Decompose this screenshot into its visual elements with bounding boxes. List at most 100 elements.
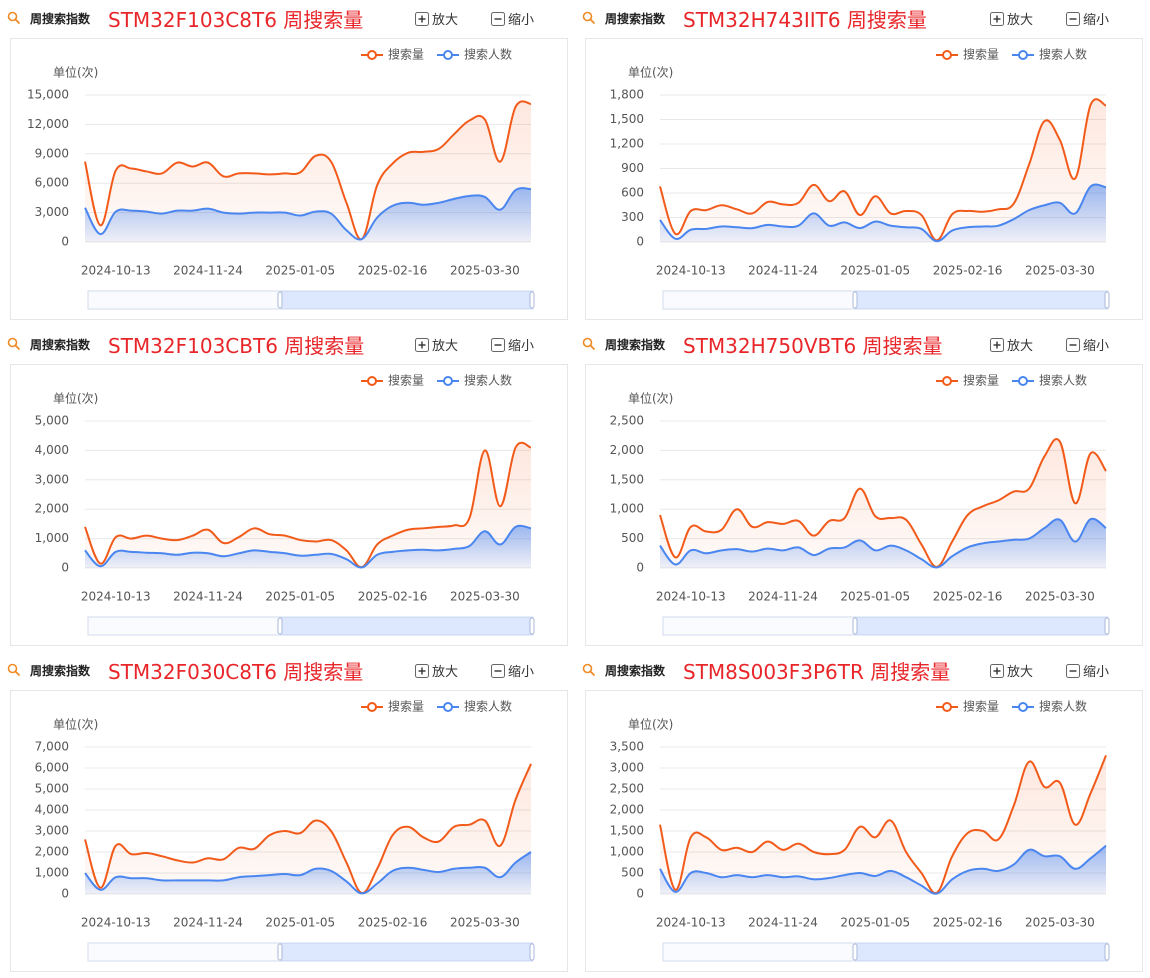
y-tick-label: 7,000: [35, 740, 69, 754]
legend-marker[interactable]: [367, 376, 377, 386]
legend-marker[interactable]: [942, 50, 952, 60]
line: [659, 755, 1107, 895]
zoom-button[interactable]: 缩小: [1066, 9, 1109, 28]
legend-label[interactable]: 搜索人数: [1039, 373, 1087, 388]
zoom-button[interactable]: 放大: [990, 661, 1033, 680]
area: [660, 845, 1106, 894]
y-tick-label: 3,000: [35, 472, 69, 486]
x-tick-label: 2024-10-13: [81, 590, 151, 604]
legend-marker[interactable]: [1018, 50, 1028, 60]
zoom-icon[interactable]: [990, 337, 1004, 352]
zoom-label[interactable]: 缩小: [1083, 665, 1110, 680]
search-icon: [582, 11, 596, 25]
y-tick-label: 3,500: [610, 740, 644, 754]
zoom-handle[interactable]: [852, 617, 858, 635]
zoom-button[interactable]: 放大: [415, 9, 458, 28]
icon-ring: [7, 663, 18, 674]
zoom-button[interactable]: 缩小: [491, 335, 534, 354]
x-tick-label: 2024-11-24: [748, 916, 818, 930]
area: [660, 184, 1106, 242]
zoom-icon[interactable]: [990, 663, 1004, 678]
x-tick-label: 2024-10-13: [656, 590, 726, 604]
zoom-label[interactable]: 放大: [1007, 665, 1034, 680]
zoom-label[interactable]: 放大: [432, 665, 459, 680]
zoom-button[interactable]: 缩小: [491, 661, 534, 680]
legend-marker[interactable]: [367, 50, 377, 60]
legend-marker[interactable]: [443, 376, 453, 386]
zoom-handle[interactable]: [529, 617, 535, 635]
zoom-button[interactable]: 缩小: [1066, 661, 1109, 680]
legend-marker[interactable]: [443, 50, 453, 60]
zoom-icon[interactable]: [1066, 663, 1080, 678]
zoom-handle[interactable]: [277, 291, 283, 309]
legend-label[interactable]: 搜索量: [388, 47, 424, 62]
zoom-icon[interactable]: [1066, 11, 1080, 26]
legend-label[interactable]: 搜索人数: [1039, 47, 1087, 62]
search-icon: [7, 663, 21, 677]
panel-header: 周搜索指数: [605, 338, 666, 352]
legend-marker[interactable]: [367, 702, 377, 712]
icon-ring: [7, 337, 18, 348]
zoom-label[interactable]: 缩小: [1083, 13, 1110, 28]
legend-label[interactable]: 搜索人数: [464, 373, 512, 388]
zoom-button[interactable]: 放大: [415, 335, 458, 354]
zoom-window[interactable]: [280, 943, 533, 961]
zoom-icon[interactable]: [1066, 337, 1080, 352]
legend-label[interactable]: 搜索量: [388, 373, 424, 388]
x-tick-label: 2025-03-30: [450, 916, 520, 930]
line: [84, 763, 532, 894]
legend-label[interactable]: 搜索量: [388, 699, 424, 714]
zoom-handle[interactable]: [529, 291, 535, 309]
legend-label[interactable]: 搜索量: [963, 373, 999, 388]
zoom-handle[interactable]: [277, 943, 283, 961]
zoom-icon[interactable]: [491, 337, 505, 352]
zoom-button[interactable]: 放大: [415, 661, 458, 680]
zoom-label[interactable]: 放大: [432, 339, 459, 354]
zoom-window[interactable]: [280, 291, 533, 309]
legend-label[interactable]: 搜索人数: [464, 47, 512, 62]
zoom-handle[interactable]: [852, 291, 858, 309]
legend-marker[interactable]: [443, 702, 453, 712]
zoom-window[interactable]: [855, 617, 1108, 635]
zoom-icon[interactable]: [491, 663, 505, 678]
zoom-handle[interactable]: [1104, 943, 1110, 961]
zoom-label[interactable]: 缩小: [1083, 339, 1110, 354]
legend-label[interactable]: 搜索量: [963, 699, 999, 714]
zoom-icon[interactable]: [415, 663, 429, 678]
legend-label[interactable]: 搜索人数: [1039, 699, 1087, 714]
chart-panel: 周搜索指数 STM32H743IIT6 周搜索量 放大 缩小 单位(次) 0 300 600 9…: [575, 0, 1150, 326]
zoom-window[interactable]: [280, 617, 533, 635]
legend-label[interactable]: 搜索量: [963, 47, 999, 62]
zoom-window[interactable]: [855, 291, 1108, 309]
legend-marker[interactable]: [942, 702, 952, 712]
zoom-handle[interactable]: [852, 943, 858, 961]
legend-label[interactable]: 搜索人数: [464, 699, 512, 714]
zoom-handle[interactable]: [277, 617, 283, 635]
panel-title: STM32F103CBT6 周搜索量: [108, 334, 365, 358]
zoom-label[interactable]: 放大: [432, 13, 459, 28]
zoom-button[interactable]: 缩小: [1066, 335, 1109, 354]
legend-marker[interactable]: [1018, 376, 1028, 386]
x-tick-label: 2025-01-05: [840, 264, 910, 278]
zoom-icon[interactable]: [415, 337, 429, 352]
y-axis-label: 单位(次): [53, 717, 98, 732]
zoom-button[interactable]: 放大: [990, 335, 1033, 354]
zoom-label[interactable]: 放大: [1007, 13, 1034, 28]
zoom-button[interactable]: 放大: [990, 9, 1033, 28]
zoom-label[interactable]: 缩小: [508, 339, 535, 354]
zoom-handle[interactable]: [1104, 617, 1110, 635]
zoom-label[interactable]: 放大: [1007, 339, 1034, 354]
zoom-window[interactable]: [855, 943, 1108, 961]
zoom-handle[interactable]: [529, 943, 535, 961]
zoom-label[interactable]: 缩小: [508, 665, 535, 680]
zoom-icon[interactable]: [491, 11, 505, 26]
zoom-icon[interactable]: [415, 11, 429, 26]
chart: 单位(次) 0 300 600 900 1,200 1,500 1,800 2024-10-13…: [610, 47, 1110, 310]
line: [84, 441, 532, 569]
legend-marker[interactable]: [942, 376, 952, 386]
legend-marker[interactable]: [1018, 702, 1028, 712]
zoom-button[interactable]: 缩小: [491, 9, 534, 28]
zoom-icon[interactable]: [990, 11, 1004, 26]
zoom-label[interactable]: 缩小: [508, 13, 535, 28]
zoom-handle[interactable]: [1104, 291, 1110, 309]
